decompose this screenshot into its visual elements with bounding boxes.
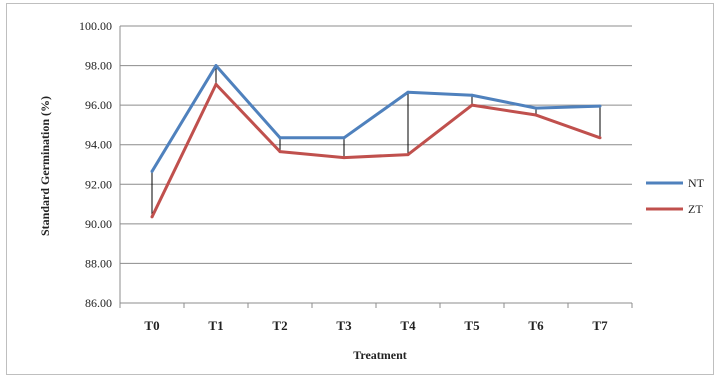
y-tick-label: 98.00 [85,59,112,73]
series-line-nt [150,64,601,173]
x-tick-label: T1 [208,318,223,333]
data-point-nt [406,90,410,94]
legend-label-nt: NT [688,176,705,190]
data-point-zt [470,103,474,107]
x-tick-label: T3 [336,318,352,333]
y-tick-label: 92.00 [85,177,112,191]
data-point-nt [214,64,218,68]
x-tick-label: T0 [144,318,159,333]
y-tick-label: 100.00 [79,19,112,33]
data-point-zt [342,156,346,160]
data-point-zt [150,215,154,219]
x-tick-label: T2 [272,318,287,333]
x-tick-label: T5 [464,318,480,333]
y-tick-label: 94.00 [85,138,112,152]
data-point-zt [214,82,218,86]
y-tick-label: 86.00 [85,296,112,310]
legend-label-zt: ZT [688,202,703,216]
series-line-zt [150,82,601,218]
chart-frame [6,3,714,375]
data-point-nt [278,136,282,140]
x-axis-title: Treatment [353,348,407,362]
y-axis-title: Standard Germination (%) [38,96,52,236]
data-point-zt [534,113,538,117]
data-point-nt [534,106,538,110]
x-tick-label: T6 [528,318,544,333]
y-tick-label: 90.00 [85,217,112,231]
data-point-nt [598,104,602,108]
x-tick-label: T7 [592,318,608,333]
data-point-nt [342,136,346,140]
data-point-zt [406,153,410,157]
data-point-nt [150,169,154,173]
data-point-zt [598,136,602,140]
x-tick-label: T4 [400,318,416,333]
data-point-zt [278,150,282,154]
y-tick-label: 88.00 [85,256,112,270]
y-tick-label: 96.00 [85,98,112,112]
data-point-nt [470,93,474,97]
